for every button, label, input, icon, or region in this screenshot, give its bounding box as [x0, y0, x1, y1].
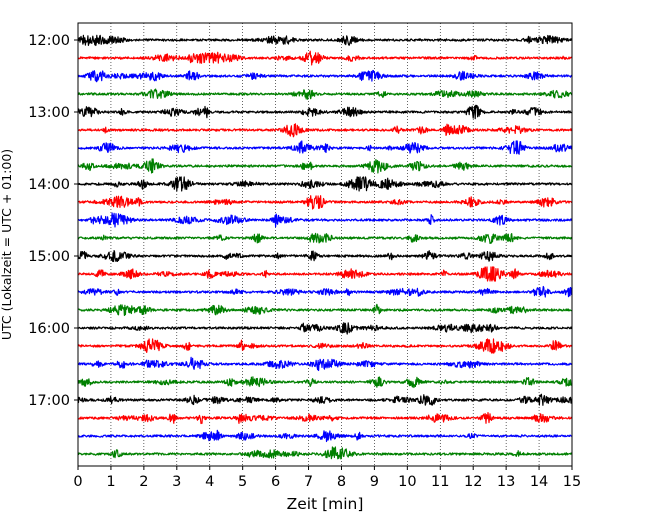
seismic-trace	[77, 446, 573, 460]
seismic-trace	[77, 266, 573, 282]
seismic-trace	[77, 412, 573, 425]
x-tick-label: 4	[205, 474, 214, 490]
seismic-trace	[77, 212, 573, 228]
x-tick-label: 15	[563, 474, 581, 490]
plot-frame	[77, 22, 573, 467]
x-axis-ticks: 0 1 2 3 4 5 6 7 8 9 10 11 12 13 14 15	[73, 466, 581, 490]
seismic-trace	[77, 250, 573, 263]
seismic-trace	[77, 140, 573, 155]
seismic-trace	[77, 303, 573, 317]
x-tick-label: 9	[370, 474, 379, 490]
seismic-trace	[77, 232, 573, 244]
x-tick-label: 10	[398, 474, 416, 490]
seismic-trace	[77, 123, 573, 138]
x-tick-label: 7	[304, 474, 313, 490]
seismic-trace	[77, 34, 573, 47]
x-tick-label: 8	[337, 474, 346, 490]
x-tick-label: 2	[139, 474, 148, 490]
x-tick-label: 11	[431, 474, 449, 490]
y-axis-ticks: 12:00 13:00 14:00 15:00 16:00 17:00	[28, 33, 78, 409]
seismic-trace	[77, 393, 573, 406]
seismic-trace	[77, 322, 573, 335]
seismic-traces	[77, 34, 573, 460]
x-tick-label: 3	[172, 474, 181, 490]
seismic-trace	[77, 50, 573, 66]
vertical-gridlines	[110, 23, 540, 466]
x-tick-label: 13	[497, 474, 515, 490]
seismic-trace	[77, 285, 573, 298]
seismic-trace	[77, 69, 573, 83]
x-tick-label: 1	[106, 474, 115, 490]
x-tick-label: 0	[73, 474, 82, 490]
seismic-trace	[77, 104, 573, 120]
y-tick-label: 16:00	[28, 321, 70, 337]
seismic-trace	[77, 376, 573, 389]
seismic-trace	[77, 88, 573, 100]
y-axis-label: UTC (Lokalzeit = UTC + 01:00)	[0, 149, 14, 340]
seismic-trace	[77, 429, 573, 443]
y-tick-label: 13:00	[28, 105, 70, 121]
x-tick-label: 12	[464, 474, 482, 490]
seismic-trace	[77, 338, 573, 354]
y-tick-label: 12:00	[28, 33, 70, 49]
y-tick-label: 14:00	[28, 177, 70, 193]
x-tick-label: 14	[530, 474, 548, 490]
x-tick-label: 6	[271, 474, 280, 490]
seismic-trace	[77, 356, 573, 372]
y-tick-label: 15:00	[28, 249, 70, 265]
seismic-trace	[77, 195, 573, 210]
seismic-trace	[77, 176, 573, 192]
seismic-trace	[77, 158, 573, 174]
y-tick-label: 17:00	[28, 393, 70, 409]
x-tick-label: 5	[238, 474, 247, 490]
x-axis-label: Zeit [min]	[287, 495, 364, 513]
